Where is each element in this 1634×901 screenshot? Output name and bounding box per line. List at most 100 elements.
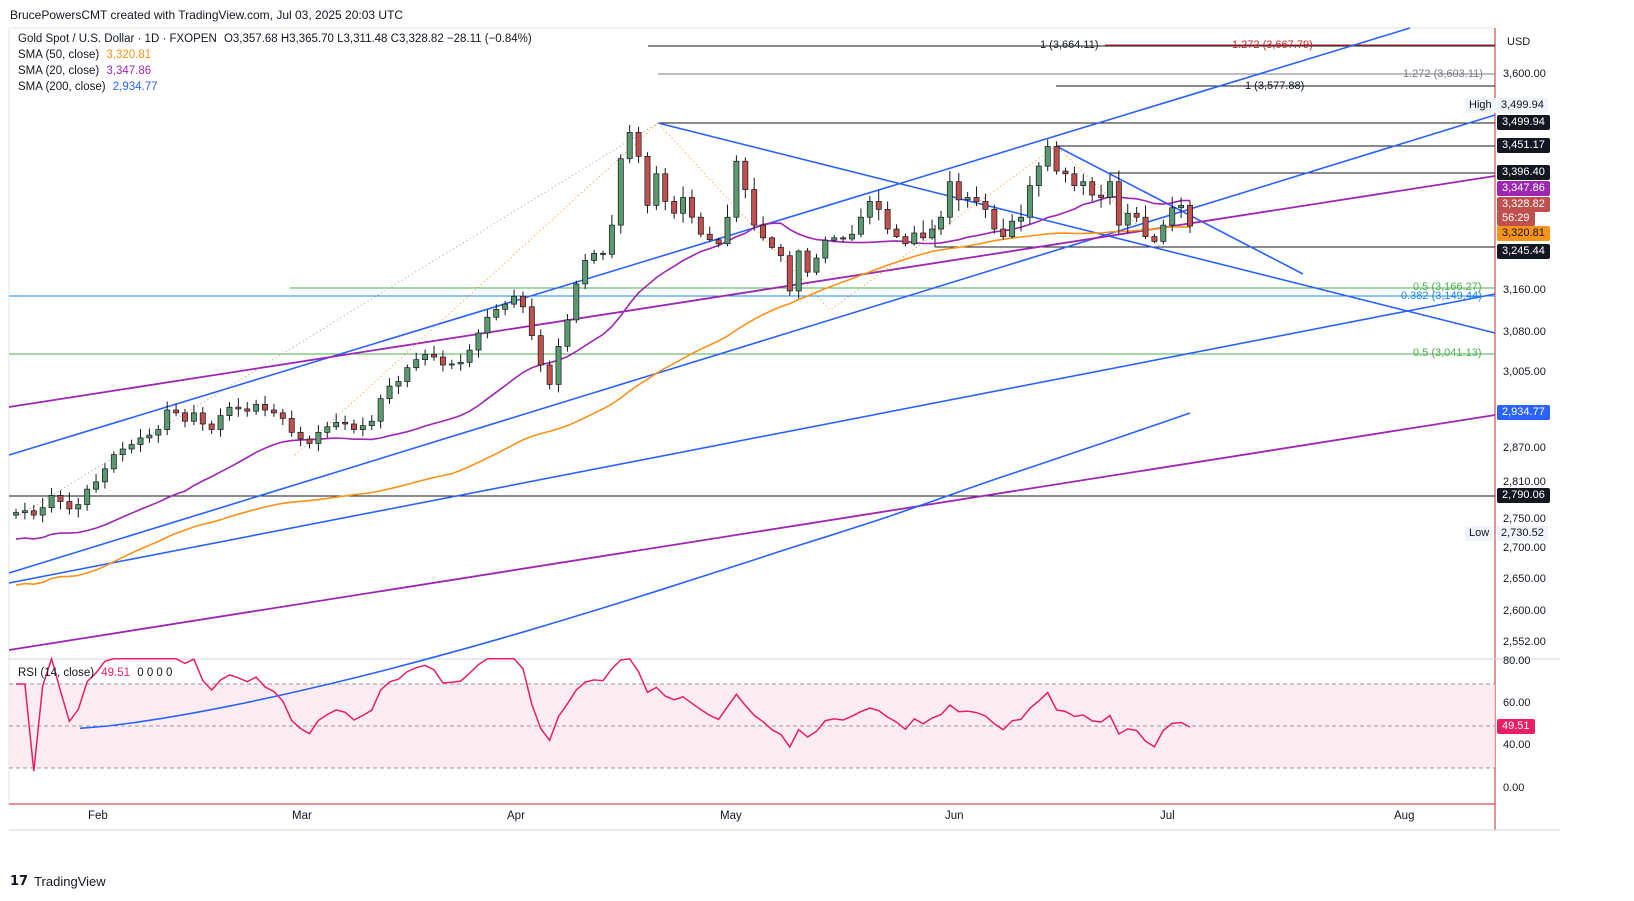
- candle-body: [413, 359, 420, 369]
- candle-body: [48, 494, 55, 509]
- month-tick-label: Mar: [292, 810, 312, 822]
- candle-body: [1151, 236, 1158, 242]
- rsi-tick-label: 40.00: [1503, 739, 1531, 751]
- legend-sma20-value: 3,347.86: [106, 65, 152, 77]
- candle-body: [217, 415, 224, 430]
- rsi-tick-label: 0.00: [1503, 782, 1525, 794]
- candle-body: [1062, 170, 1069, 175]
- candle-body: [1071, 173, 1078, 186]
- month-tick-label: Aug: [1394, 810, 1415, 822]
- candle-body: [1018, 216, 1024, 222]
- price-tick-label: 3,080.00: [1503, 326, 1546, 338]
- candle-body: [920, 232, 927, 239]
- candle-body: [591, 253, 598, 261]
- purple-trend-upper: [8, 175, 1496, 408]
- high-value: 3,499.94: [1497, 98, 1548, 113]
- candle-body: [404, 367, 411, 382]
- candle-body: [1000, 228, 1007, 237]
- candle-body: [226, 406, 233, 417]
- candle-body: [244, 408, 251, 412]
- candle-body: [706, 233, 713, 241]
- candle-body: [93, 481, 99, 490]
- purple-trend-lower: [8, 414, 1496, 651]
- candle-body: [813, 257, 820, 273]
- month-tick-label: Apr: [507, 810, 525, 822]
- candle-body: [57, 494, 64, 502]
- candle-body: [964, 197, 971, 201]
- candle-body: [137, 437, 144, 445]
- tag-sma200: 2,934.77: [1497, 405, 1550, 420]
- candle-body: [733, 160, 740, 218]
- candle-body: [760, 224, 767, 239]
- candle-body: [697, 216, 704, 235]
- downtrend-line-2: [1055, 145, 1304, 275]
- legend-sma20-label: SMA (20, close): [18, 65, 100, 77]
- candle-body: [128, 444, 135, 450]
- rsi-tick-label: 80.00: [1503, 655, 1531, 667]
- candle-body: [582, 260, 589, 285]
- tag-sma50: 3,320.81: [1497, 226, 1550, 241]
- candle-body: [600, 253, 606, 255]
- tradingview-brand[interactable]: 𝟭𝟳 TradingView: [10, 874, 106, 889]
- candle-body: [564, 319, 571, 347]
- candle-body: [608, 224, 615, 255]
- candle-body: [875, 201, 882, 210]
- tag-countdown: 56:29: [1497, 211, 1535, 226]
- candle-body: [831, 237, 838, 241]
- candle-body: [484, 316, 491, 334]
- sma50-line: [15, 225, 1190, 586]
- candle-body: [297, 431, 304, 440]
- legend-symbol-row[interactable]: Gold Spot / U.S. Dollar · 1D · FXOPEN O3…: [18, 33, 532, 45]
- candle-body: [75, 504, 82, 510]
- candle-body: [946, 181, 953, 218]
- candle-body: [724, 216, 731, 245]
- candle-body: [386, 385, 393, 399]
- candle-body: [1009, 220, 1016, 237]
- candle-body: [377, 398, 384, 422]
- candle-body: [911, 232, 918, 245]
- tag-level-5: 2,790.06: [1497, 488, 1550, 503]
- price-tick-label: 2,870.00: [1503, 442, 1546, 454]
- legend-sma50[interactable]: SMA (50, close) 3,320.81: [18, 49, 151, 61]
- candle-body: [324, 426, 331, 433]
- candle-body: [804, 250, 811, 273]
- price-tick-label: 3,160.00: [1503, 284, 1546, 296]
- price-tick-label: 3,600.00: [1503, 68, 1546, 80]
- candle-body: [617, 158, 624, 226]
- candle-body: [288, 418, 295, 433]
- fib-label-3: 1.272 (3,603.11): [1403, 68, 1483, 80]
- legend-rsi[interactable]: RSI (14, close) 49.51 0 0 0 0: [18, 667, 172, 679]
- price-tick-label: 2,650.00: [1503, 573, 1546, 585]
- candle-body: [1160, 224, 1167, 242]
- candle-body: [902, 236, 909, 245]
- candle-body: [973, 197, 980, 202]
- legend-sma200[interactable]: SMA (200, close) 2,934.77: [18, 81, 158, 93]
- candle-body: [66, 501, 73, 510]
- fib-label-4: 1 (3,577.88): [1245, 80, 1305, 92]
- candle-body: [866, 201, 873, 218]
- fib-label-1: 1 (3,664.11): [1040, 39, 1099, 51]
- candle-body: [368, 420, 375, 427]
- legend-sma50-value: 3,320.81: [106, 49, 152, 61]
- legend-sma20[interactable]: SMA (20, close) 3,347.86: [18, 65, 151, 77]
- candle-body: [1080, 181, 1087, 186]
- legend-sma200-label: SMA (200, close): [18, 81, 106, 93]
- candle-body: [342, 421, 349, 425]
- candle-body: [1107, 181, 1113, 198]
- candle-body: [742, 160, 749, 190]
- channel-lower: [8, 114, 1496, 574]
- brand-name: TradingView: [34, 874, 106, 889]
- tag-level-4: 3,245.44: [1497, 244, 1550, 259]
- candle-body: [1035, 165, 1042, 186]
- candle-body: [528, 306, 535, 337]
- month-tick-label: Jul: [1160, 810, 1175, 822]
- fib-label-7: 0.5 (3,041.13): [1413, 347, 1482, 359]
- candle-body: [279, 412, 286, 419]
- candle-body: [982, 201, 989, 210]
- candle-body: [422, 353, 429, 361]
- price-tick-label: 2,810.00: [1503, 476, 1546, 488]
- candle-body: [795, 250, 802, 292]
- high-label: High: [1465, 98, 1496, 113]
- candle-body: [555, 345, 562, 385]
